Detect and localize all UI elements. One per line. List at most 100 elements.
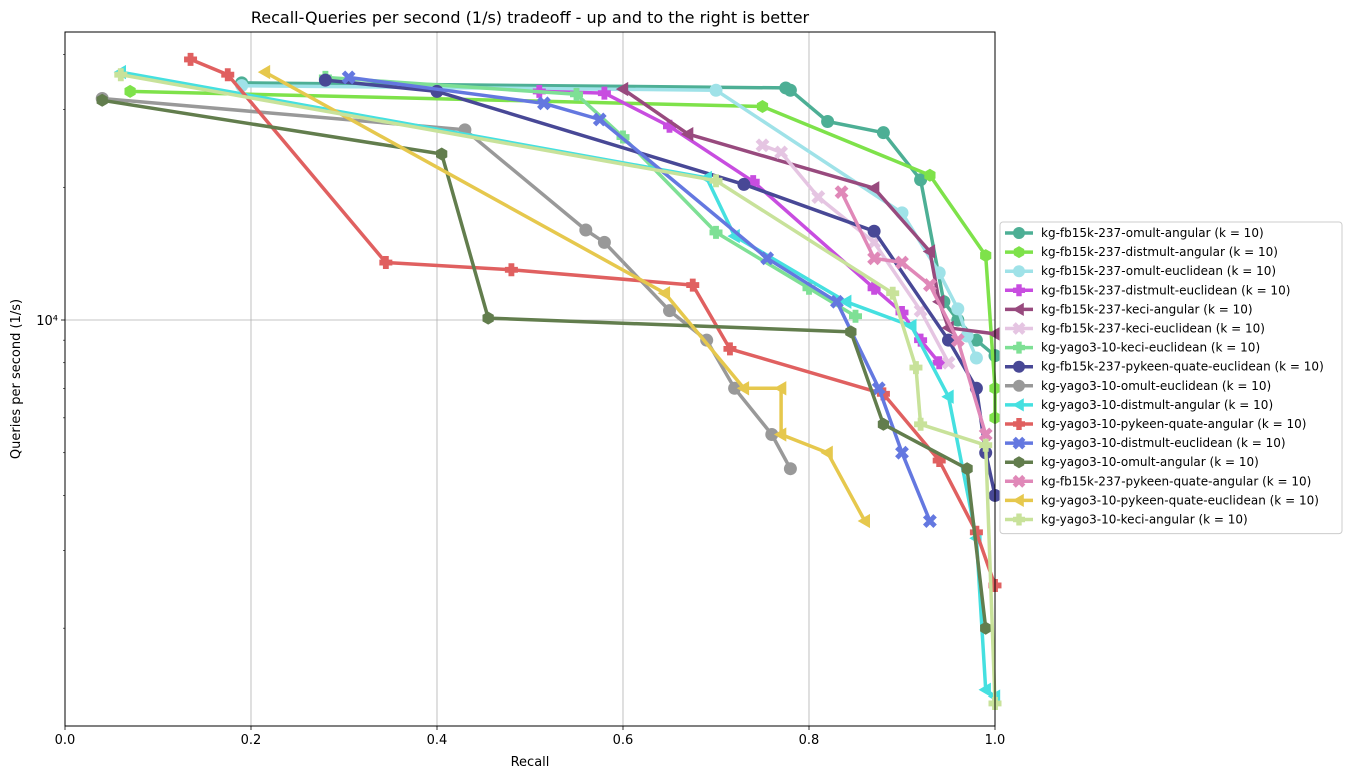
x-axis-label: Recall <box>511 755 550 770</box>
x-tick-label: 0.6 <box>613 733 634 748</box>
data-point <box>829 294 844 309</box>
data-point <box>341 70 356 85</box>
legend-label: kg-yago3-10-keci-angular (k = 10) <box>1041 513 1248 527</box>
data-point <box>978 682 991 697</box>
legend-label: kg-fb15k-237-keci-angular (k = 10) <box>1041 302 1253 316</box>
data-point <box>482 311 494 325</box>
data-point <box>597 86 611 100</box>
data-point <box>680 126 694 142</box>
data-point <box>737 177 751 191</box>
legend-label: kg-yago3-10-pykeen-quate-angular (k = 10… <box>1041 417 1306 431</box>
data-point <box>886 286 900 300</box>
ticks: 0.0 0.2 0.4 0.6 0.8 1.0 10⁴ <box>36 54 1005 748</box>
data-point <box>924 168 936 182</box>
data-point <box>537 96 551 111</box>
data-point <box>941 355 956 370</box>
data-point <box>257 64 271 80</box>
legend-label: kg-fb15k-237-distmult-angular (k = 10) <box>1041 245 1278 259</box>
legend-marker <box>1013 456 1025 469</box>
data-point <box>922 244 936 259</box>
data-point <box>914 417 928 431</box>
data-point <box>922 514 937 528</box>
data-point <box>756 100 769 113</box>
data-point <box>114 68 128 82</box>
legend-entry: kg-yago3-10-keci-euclidean (k = 10) <box>1005 341 1260 355</box>
legend-marker <box>1012 493 1024 507</box>
series-12 <box>341 70 937 528</box>
legend-marker <box>1012 436 1026 450</box>
data-point <box>909 361 923 375</box>
legend-frame <box>999 221 1343 535</box>
legend-marker <box>1013 227 1025 239</box>
x-tick-label: 0.4 <box>427 733 448 748</box>
data-point <box>987 326 1001 342</box>
data-point <box>221 68 235 82</box>
legend-entry: kg-yago3-10-keci-angular (k = 10) <box>1005 513 1248 527</box>
data-point <box>914 173 928 187</box>
data-point <box>773 381 787 396</box>
legend-entry: kg-fb15k-237-omult-angular (k = 10) <box>1005 226 1264 240</box>
legend-marker <box>1012 302 1024 316</box>
data-point <box>904 318 917 333</box>
legend-entry: kg-yago3-10-omult-angular (k = 10) <box>1005 455 1259 469</box>
legend-marker <box>1012 398 1024 412</box>
data-point <box>969 351 983 365</box>
data-point <box>783 462 797 476</box>
data-point <box>895 445 909 460</box>
legend-marker <box>1013 246 1025 259</box>
data-point <box>615 81 629 97</box>
data-point <box>932 454 946 468</box>
data-point <box>124 84 136 98</box>
legend-marker <box>1013 418 1025 430</box>
series-14 <box>834 185 993 442</box>
legend-label: kg-fb15k-237-omult-euclidean (k = 10) <box>1041 264 1276 278</box>
plot-frame <box>64 31 996 727</box>
series-line <box>325 75 857 318</box>
data-point <box>663 304 676 318</box>
data-point <box>755 138 770 153</box>
data-point <box>318 73 332 87</box>
data-point <box>941 389 954 404</box>
legend-entry: kg-fb15k-237-distmult-angular (k = 10) <box>1005 245 1278 259</box>
legend-label: kg-yago3-10-distmult-euclidean (k = 10) <box>1041 436 1286 450</box>
data-point <box>895 255 909 270</box>
data-point <box>504 263 518 277</box>
y-tick-label: 10⁴ <box>36 314 58 329</box>
legend-entry: kg-yago3-10-pykeen-quate-euclidean (k = … <box>1005 493 1319 507</box>
data-point <box>686 278 700 292</box>
legend-marker <box>1013 360 1025 373</box>
y-axis-label: Queries per second (1/s) <box>9 299 24 459</box>
data-point <box>746 175 760 189</box>
legend-entry: kg-yago3-10-omult-euclidean (k = 10) <box>1005 379 1271 393</box>
legend-entry: kg-fb15k-237-keci-euclidean (k = 10) <box>1005 322 1265 336</box>
data-point <box>979 438 993 452</box>
legend-marker <box>1012 474 1026 488</box>
legend-entry: kg-fb15k-237-omult-euclidean (k = 10) <box>1005 264 1276 278</box>
legend-label: kg-yago3-10-keci-euclidean (k = 10) <box>1041 341 1260 355</box>
data-point <box>834 185 849 200</box>
legend-label: kg-fb15k-237-pykeen-quate-angular (k = 1… <box>1041 474 1311 488</box>
data-point <box>980 249 992 263</box>
legend-label: kg-fb15k-237-distmult-euclidean (k = 10) <box>1041 283 1290 297</box>
x-tick-label: 0.8 <box>799 733 820 748</box>
legend-marker <box>1012 322 1026 335</box>
data-point <box>969 525 983 539</box>
legend-entry: kg-yago3-10-distmult-euclidean (k = 10) <box>1005 436 1286 450</box>
series-line <box>348 75 932 522</box>
data-point <box>728 381 742 395</box>
data-point <box>960 329 974 343</box>
legend-marker <box>1013 513 1025 526</box>
data-point <box>932 356 946 370</box>
data-point <box>379 256 393 270</box>
data-point <box>845 325 857 339</box>
series-13 <box>96 93 992 635</box>
data-point <box>592 112 607 127</box>
data-point <box>96 93 108 107</box>
data-point <box>436 147 448 161</box>
series-9 <box>95 91 797 476</box>
series-line <box>189 57 997 587</box>
legend-entry: kg-fb15k-237-keci-angular (k = 10) <box>1005 302 1253 316</box>
data-point <box>597 235 611 249</box>
data-point <box>736 381 750 396</box>
